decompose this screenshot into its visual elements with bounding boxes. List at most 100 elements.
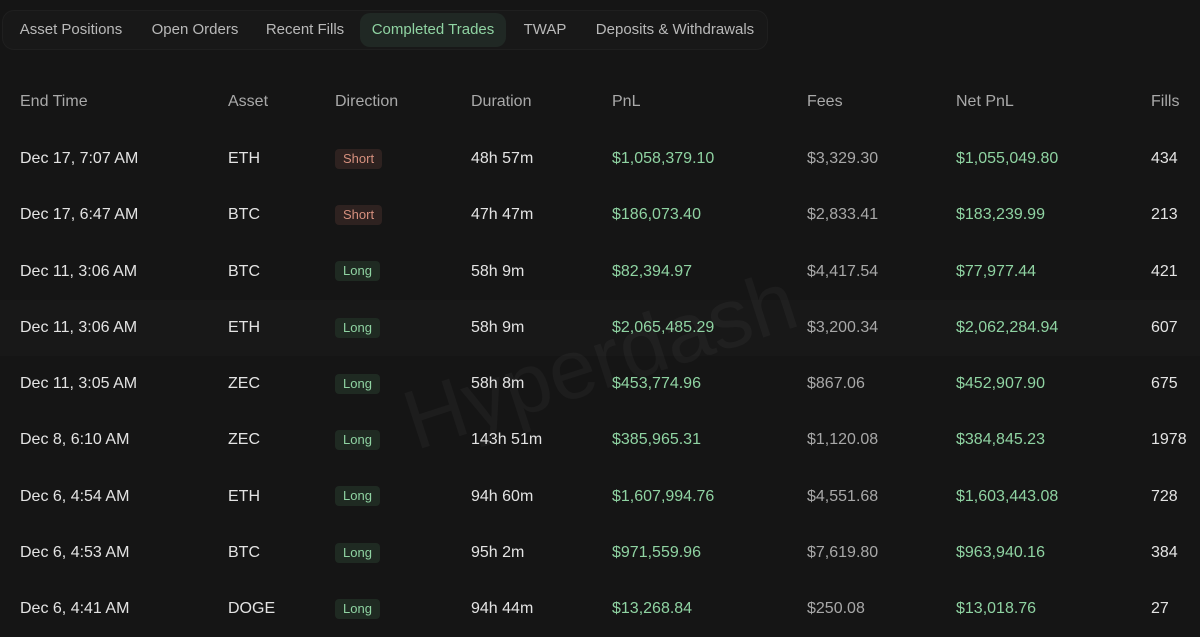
end-time-cell: Dec 6, 4:53 AM [20, 543, 130, 561]
table-row[interactable]: Dec 11, 3:05 AM ZEC Long 58h 8m $453,774… [0, 356, 1200, 412]
end-time-cell: Dec 17, 6:47 AM [20, 206, 139, 224]
tab-asset-positions[interactable]: Asset Positions [19, 21, 123, 38]
asset-cell: DOGE [228, 600, 276, 617]
table-row[interactable]: Dec 17, 6:47 AM BTC Short 47h 47m $186,0… [0, 187, 1200, 243]
fills-cell: 384 [1151, 543, 1178, 561]
trades-table-body: Dec 17, 7:07 AM ETH Short 48h 57m $1,058… [0, 131, 1200, 637]
fills-cell: 728 [1151, 487, 1178, 505]
table-row[interactable]: Dec 6, 4:54 AM ETH Long 94h 60m $1,607,9… [0, 469, 1200, 525]
direction-badge-long: Long [335, 430, 380, 451]
duration-cell: 58h 9m [471, 318, 525, 336]
net-pnl-cell: $13,018.76 [956, 600, 1037, 617]
fees-cell: $867.06 [807, 375, 865, 392]
column-header-direction[interactable]: Direction [335, 93, 399, 110]
table-row[interactable]: Dec 6, 4:53 AM BTC Long 95h 2m $971,559.… [0, 525, 1200, 581]
table-row[interactable]: Dec 8, 6:10 AM ZEC Long 143h 51m $385,96… [0, 412, 1200, 468]
direction-badge-long: Long [335, 598, 380, 619]
table-row[interactable]: Dec 17, 7:07 AM ETH Short 48h 57m $1,058… [0, 131, 1200, 187]
pnl-cell: $385,965.31 [612, 431, 701, 449]
direction-cell: Long [335, 581, 380, 637]
duration-cell: 94h 60m [471, 487, 534, 505]
table-row[interactable]: Dec 11, 3:06 AM ETH Long 58h 9m $2,065,4… [0, 299, 1200, 356]
direction-badge-long: Long [335, 261, 380, 282]
asset-cell: ZEC [228, 431, 260, 449]
table-row[interactable]: Dec 6, 4:41 AM DOGE Long 94h 44m $13,268… [0, 581, 1200, 637]
end-time-cell: Dec 8, 6:10 AM [20, 431, 130, 449]
end-time-cell: Dec 6, 4:54 AM [20, 487, 130, 505]
tab-open-orders[interactable]: Open Orders [151, 21, 239, 38]
asset-cell: BTC [228, 262, 260, 280]
fees-cell: $250.08 [807, 600, 865, 617]
duration-cell: 58h 8m [471, 375, 525, 392]
asset-cell: ETH [228, 487, 260, 505]
tab-completed-trades[interactable]: Completed Trades [360, 13, 506, 47]
end-time-cell: Dec 17, 7:07 AM [20, 150, 139, 167]
tab-twap[interactable]: TWAP [523, 21, 567, 38]
direction-badge-long: Long [335, 486, 380, 507]
direction-cell: Long [335, 244, 380, 300]
pnl-cell: $1,607,994.76 [612, 487, 715, 505]
fills-cell: 607 [1151, 318, 1178, 336]
fees-cell: $4,551.68 [807, 487, 879, 505]
asset-cell: BTC [228, 543, 260, 561]
direction-badge-long: Long [335, 542, 380, 563]
net-pnl-cell: $1,603,443.08 [956, 487, 1059, 505]
fills-cell: 213 [1151, 206, 1178, 224]
duration-cell: 94h 44m [471, 600, 534, 617]
direction-cell: Long [335, 525, 380, 581]
fees-cell: $4,417.54 [807, 262, 879, 280]
net-pnl-cell: $1,055,049.80 [956, 150, 1059, 167]
pnl-cell: $2,065,485.29 [612, 318, 715, 336]
duration-cell: 143h 51m [471, 431, 543, 449]
fills-cell: 1978 [1151, 431, 1187, 449]
end-time-cell: Dec 11, 3:05 AM [20, 375, 138, 392]
direction-badge-long: Long [335, 373, 380, 394]
pnl-cell: $82,394.97 [612, 262, 693, 280]
net-pnl-cell: $963,940.16 [956, 543, 1045, 561]
column-header-pnl[interactable]: PnL [612, 93, 641, 110]
column-header-end-time[interactable]: End Time [20, 93, 88, 110]
asset-cell: ETH [228, 150, 260, 167]
fills-cell: 421 [1151, 262, 1178, 280]
net-pnl-cell: $452,907.90 [956, 375, 1045, 392]
column-header-fees[interactable]: Fees [807, 93, 843, 110]
fees-cell: $1,120.08 [807, 431, 879, 449]
tab-deposits-withdrawals[interactable]: Deposits & Withdrawals [595, 21, 755, 38]
column-header-duration[interactable]: Duration [471, 93, 532, 110]
duration-cell: 47h 47m [471, 206, 534, 224]
direction-cell: Short [335, 187, 383, 243]
end-time-cell: Dec 6, 4:41 AM [20, 600, 130, 617]
pnl-cell: $13,268.84 [612, 600, 693, 617]
direction-cell: Short [335, 131, 383, 187]
column-header-net-pnl[interactable]: Net PnL [956, 93, 1014, 110]
direction-badge-short: Short [335, 148, 383, 169]
fees-cell: $7,619.80 [807, 543, 879, 561]
asset-cell: ZEC [228, 375, 260, 392]
end-time-cell: Dec 11, 3:06 AM [20, 318, 138, 336]
pnl-cell: $1,058,379.10 [612, 150, 715, 167]
fills-cell: 434 [1151, 150, 1178, 167]
direction-badge-short: Short [335, 205, 383, 226]
fees-cell: $3,329.30 [807, 150, 879, 167]
fills-cell: 27 [1151, 600, 1169, 617]
duration-cell: 58h 9m [471, 262, 525, 280]
direction-badge-long: Long [335, 317, 380, 338]
net-pnl-cell: $77,977.44 [956, 262, 1037, 280]
table-row[interactable]: Dec 11, 3:06 AM BTC Long 58h 9m $82,394.… [0, 244, 1200, 300]
tab-recent-fills[interactable]: Recent Fills [265, 21, 345, 38]
fills-cell: 675 [1151, 375, 1178, 392]
tab-bar: Asset Positions Open Orders Recent Fills… [2, 10, 768, 50]
direction-cell: Long [335, 469, 380, 525]
pnl-cell: $971,559.96 [612, 543, 701, 561]
pnl-cell: $186,073.40 [612, 206, 701, 224]
duration-cell: 95h 2m [471, 543, 525, 561]
column-header-fills[interactable]: Fills [1151, 93, 1180, 110]
direction-cell: Long [335, 356, 380, 412]
direction-cell: Long [335, 412, 380, 468]
net-pnl-cell: $384,845.23 [956, 431, 1045, 449]
duration-cell: 48h 57m [471, 150, 534, 167]
fees-cell: $2,833.41 [807, 206, 879, 224]
net-pnl-cell: $2,062,284.94 [956, 318, 1059, 336]
column-header-asset[interactable]: Asset [228, 93, 269, 110]
net-pnl-cell: $183,239.99 [956, 206, 1045, 224]
